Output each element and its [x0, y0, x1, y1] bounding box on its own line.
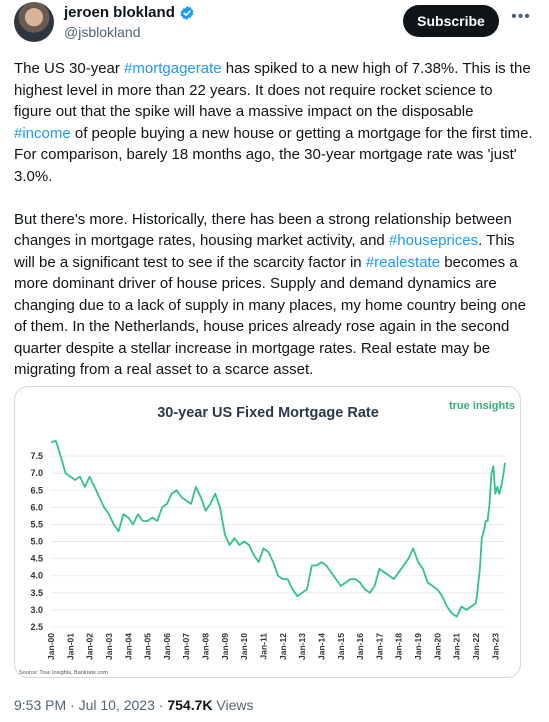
x-tick-label: Jan-04 — [123, 633, 133, 660]
x-tick-label: Jan-21 — [452, 633, 462, 660]
author-name-row[interactable]: jeroen blokland — [64, 4, 195, 21]
x-tick-label: Jan-14 — [316, 633, 326, 660]
chart-gridlines — [51, 455, 505, 628]
x-tick-label: Jan-13 — [297, 633, 307, 660]
author-handle[interactable]: @jsblokland — [64, 24, 141, 40]
tweet-media-chart[interactable]: 30-year US Fixed Mortgage Rate true insi… — [14, 386, 521, 678]
x-tick-label: Jan-12 — [278, 633, 288, 660]
y-tick-label: 2.5 — [30, 622, 43, 632]
x-tick-label: Jan-19 — [413, 633, 423, 660]
tweet-text-segment: But there's more. Historically, there ha… — [14, 210, 512, 250]
subscribe-button[interactable]: Subscribe — [403, 5, 499, 37]
more-icon[interactable]: ••• — [511, 8, 531, 25]
y-tick-label: 7.5 — [30, 451, 43, 461]
author-name[interactable]: jeroen blokland — [64, 4, 175, 21]
y-tick-label: 5.5 — [30, 519, 43, 529]
x-tick-label: Jan-22 — [471, 633, 481, 660]
y-tick-label: 4.5 — [30, 554, 43, 564]
views-count: 754.7K — [167, 697, 213, 713]
tweet-text-segment: becomes a more dominant driver of house … — [14, 253, 526, 379]
y-tick-label: 7.0 — [30, 468, 43, 478]
verified-badge-icon — [180, 5, 194, 20]
x-tick-label: Jan-23 — [490, 633, 500, 660]
tweet-paragraph-2: But there's more. Historically, there ha… — [14, 209, 534, 381]
tweet-text-segment: of people buying a new house or getting … — [14, 124, 533, 185]
x-tick-label: Jan-18 — [394, 633, 404, 660]
x-axis-ticks: Jan-00 Jan-01 Jan-02 Jan-03 Jan-04 Jan-05 Jan-… — [46, 633, 500, 660]
x-tick-label: Jan-01 — [65, 633, 75, 660]
hashtag-link[interactable]: #mortgagerate — [124, 60, 222, 77]
chart-source: Source: True Insights, Bankrate.com — [19, 670, 108, 676]
x-tick-label: Jan-05 — [143, 633, 153, 660]
y-tick-label: 3.0 — [30, 605, 43, 615]
x-tick-label: Jan-15 — [336, 633, 346, 660]
series-line — [50, 439, 506, 618]
y-tick-label: 4.0 — [30, 571, 43, 581]
tweet-text: The US 30-year #mortgagerate has spiked … — [14, 58, 534, 402]
meta-separator: · — [70, 697, 79, 713]
hashtag-link[interactable]: #income — [14, 124, 71, 142]
tweet-date[interactable]: Jul 10, 2023 — [78, 697, 155, 713]
x-tick-label: Jan-03 — [104, 633, 114, 660]
x-tick-label: Jan-10 — [239, 633, 249, 660]
x-tick-label: Jan-00 — [46, 633, 56, 660]
tweet-text-segment: . This will be a significant test to see… — [14, 232, 515, 271]
chart-brand: true insights — [449, 400, 515, 412]
avatar[interactable] — [14, 2, 54, 42]
x-tick-label: Jan-16 — [355, 633, 365, 660]
y-tick-label: 6.5 — [30, 485, 43, 495]
y-axis-ticks: 2.5 3.0 3.5 4.0 4.5 5.0 5.5 6.0 6.5 7.0 7.5 — [30, 451, 43, 632]
x-tick-label: Jan-09 — [220, 633, 230, 660]
x-tick-label: Jan-17 — [374, 633, 384, 660]
tweet-text-segment: The US 30-year — [14, 60, 125, 77]
views-label: Views — [216, 697, 254, 713]
y-tick-label: 5.0 — [30, 537, 43, 547]
tweet-header: jeroen blokland @jsblokland Subscribe ••… — [14, 2, 536, 46]
x-tick-label: Jan-08 — [201, 633, 211, 660]
tweet-paragraph-1: The US 30-year #mortgagerate has spiked … — [14, 58, 534, 187]
tweet-time[interactable]: 9:53 PM — [14, 697, 67, 713]
tweet-text-segment: has spiked to a new high of 7.38%. This … — [14, 60, 531, 120]
chart-title: 30-year US Fixed Mortgage Rate — [157, 405, 379, 421]
x-tick-label: Jan-07 — [181, 633, 191, 660]
x-tick-label: Jan-06 — [162, 633, 172, 660]
y-tick-label: 6.0 — [30, 502, 43, 512]
hashtag-link[interactable]: #houseprices — [388, 232, 479, 249]
x-tick-label: Jan-20 — [432, 633, 442, 660]
mortgage-rate-chart: 30-year US Fixed Mortgage Rate true insi… — [19, 400, 515, 676]
meta-separator: · — [158, 697, 168, 713]
hashtag-link[interactable]: #realestate — [365, 253, 441, 271]
x-tick-label: Jan-11 — [259, 633, 269, 660]
y-tick-label: 3.5 — [30, 588, 43, 598]
x-tick-label: Jan-02 — [85, 633, 95, 660]
tweet-meta: 9:53 PM · Jul 10, 2023 · 754.7K Views — [14, 697, 253, 713]
